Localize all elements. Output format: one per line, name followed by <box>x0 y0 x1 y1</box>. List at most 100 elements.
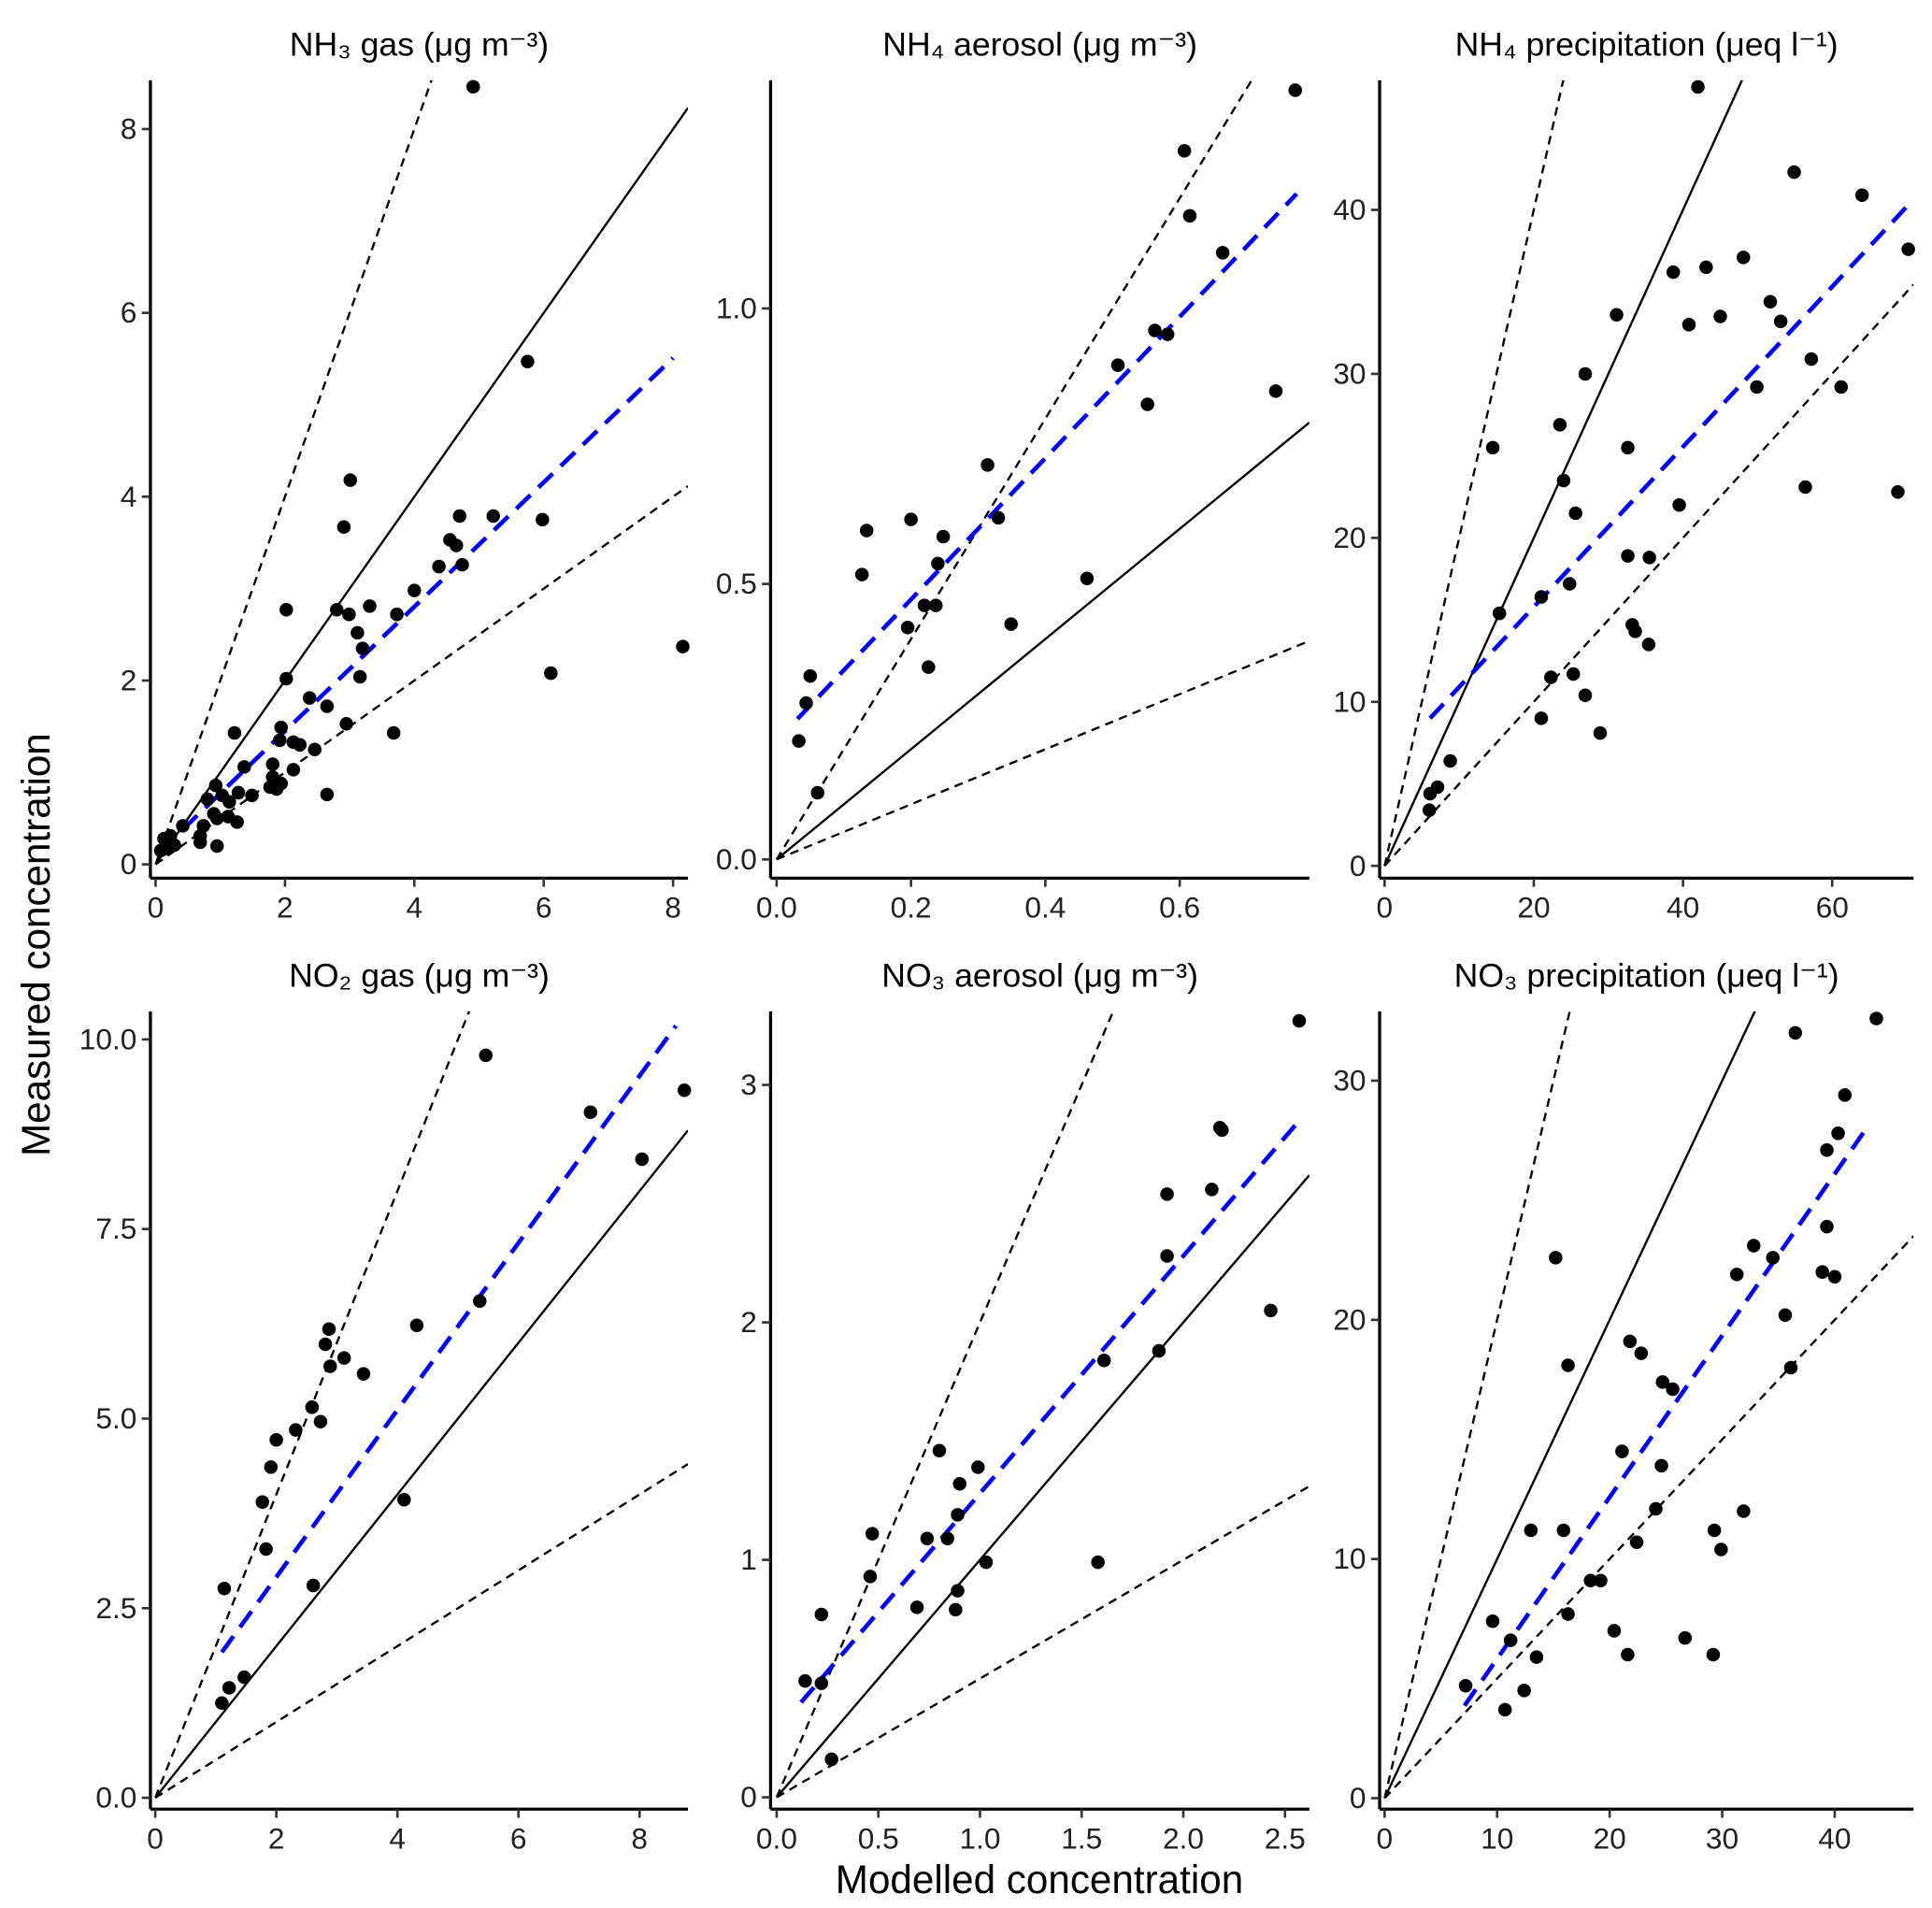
reference-line <box>775 1011 1115 1799</box>
point <box>1891 484 1905 499</box>
point <box>293 738 308 753</box>
point <box>1838 1088 1853 1102</box>
reference-line <box>154 485 689 866</box>
point <box>1634 1346 1649 1360</box>
point <box>1746 1239 1761 1253</box>
point <box>215 1696 229 1710</box>
reference-line <box>1383 79 1565 867</box>
point <box>1610 308 1624 323</box>
y-tick-label: 0 <box>1350 1781 1367 1815</box>
point <box>200 792 215 807</box>
point <box>452 509 466 524</box>
point <box>1787 165 1801 179</box>
point <box>161 841 175 856</box>
point <box>409 1318 424 1332</box>
point <box>269 1432 283 1447</box>
point <box>1561 1358 1575 1372</box>
point <box>1583 1573 1597 1587</box>
point <box>940 1531 954 1545</box>
panel: NO₃ precipitation (μeq l⁻¹) 0 10 20 30 40 0 10 2… <box>1333 956 1914 1855</box>
x-tick-label: 30 <box>1706 1821 1739 1855</box>
point <box>339 716 353 731</box>
y-tick-label: 0.5 <box>716 567 757 600</box>
point <box>1160 327 1175 341</box>
x-tick-label: 0.5 <box>858 1821 899 1855</box>
point <box>222 1681 236 1695</box>
point <box>1458 1679 1473 1693</box>
point <box>279 671 293 686</box>
x-tick-label: 0 <box>147 1821 164 1855</box>
fit-line <box>795 192 1298 721</box>
point <box>305 1400 320 1414</box>
y-tick-label: 7.5 <box>95 1212 136 1245</box>
x-tick-label: 20 <box>1517 891 1550 925</box>
point <box>209 839 224 854</box>
point <box>1699 260 1713 275</box>
y-tick-label: 0 <box>121 847 137 881</box>
reference-line <box>154 1463 689 1800</box>
point <box>486 509 500 524</box>
x-axis-label: Modelled concentration <box>836 1858 1243 1901</box>
point <box>1666 265 1681 280</box>
point <box>386 725 401 740</box>
x-tick-label: 40 <box>1667 891 1699 925</box>
point <box>1534 590 1549 604</box>
reference-line <box>776 422 1309 861</box>
x-tick-label: 4 <box>406 891 422 925</box>
point <box>904 512 918 526</box>
point <box>1798 480 1812 495</box>
point <box>1621 440 1635 455</box>
point <box>1517 1684 1531 1698</box>
panel: NH₄ precipitation (μeq l⁻¹) 0 20 40 60 0 10 20 3… <box>1333 26 1915 925</box>
point <box>318 1337 333 1352</box>
point <box>273 733 287 748</box>
x-tick-label: 0 <box>148 891 165 925</box>
point <box>951 1584 965 1598</box>
point <box>472 1294 487 1308</box>
y-tick-label: 3 <box>740 1068 757 1101</box>
point <box>1215 1123 1229 1138</box>
point <box>450 538 464 552</box>
x-tick-label: 1.5 <box>1061 1821 1102 1855</box>
y-axis-label: Measured concentration <box>14 733 58 1156</box>
point <box>1654 1458 1668 1473</box>
point <box>1623 1334 1638 1349</box>
point <box>1148 323 1162 337</box>
reference-line <box>1383 1011 1571 1799</box>
point <box>352 669 367 684</box>
point <box>1004 617 1018 631</box>
point <box>1682 318 1696 332</box>
point <box>920 1531 935 1545</box>
point <box>1737 1504 1751 1518</box>
point <box>227 725 242 740</box>
point <box>1091 1555 1105 1570</box>
x-tick-label: 0 <box>1377 1821 1394 1855</box>
point <box>1672 498 1686 512</box>
point <box>208 778 223 793</box>
point <box>536 512 550 527</box>
panel-title: NO₃ precipitation (μeq l⁻¹) <box>1454 956 1839 994</box>
panel-title: NO₃ aerosol (μg m⁻³) <box>881 956 1198 994</box>
point <box>521 354 535 369</box>
point <box>1556 1523 1571 1538</box>
fit-line <box>799 1121 1299 1704</box>
point <box>308 742 322 756</box>
point <box>397 1493 411 1507</box>
y-tick-label: 6 <box>121 295 137 329</box>
point <box>466 79 480 94</box>
point <box>803 668 818 683</box>
point <box>1820 1219 1834 1234</box>
point <box>635 1152 650 1167</box>
point <box>320 787 335 802</box>
point <box>1642 551 1656 565</box>
point <box>932 1443 947 1457</box>
y-tick-label: 10 <box>1333 684 1366 718</box>
reference-line <box>776 1485 1309 1799</box>
point <box>1563 577 1577 591</box>
point <box>1655 1375 1669 1389</box>
point <box>1901 242 1915 256</box>
x-tick-label: 10 <box>1481 1821 1513 1855</box>
point <box>1549 1251 1563 1265</box>
point <box>676 639 690 653</box>
